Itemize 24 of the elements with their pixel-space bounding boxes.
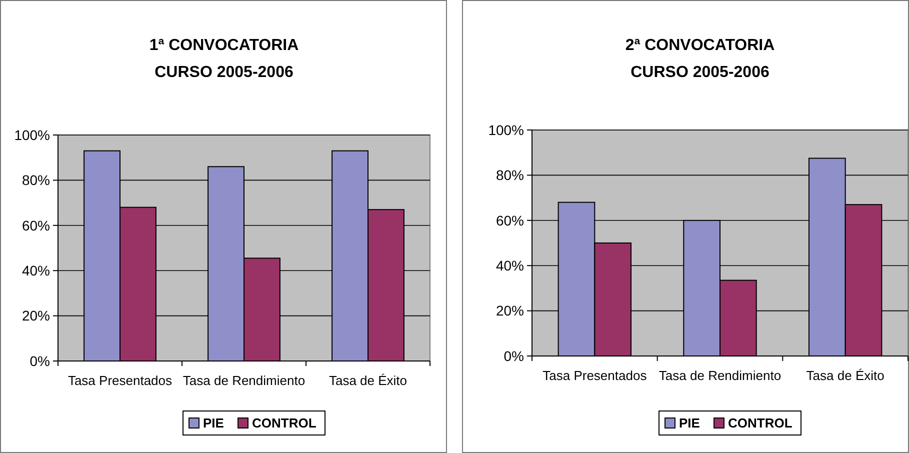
legend-label: PIE xyxy=(203,416,224,431)
x-tick-label: Tasa de Rendimiento xyxy=(182,373,306,388)
chart-title: 2ª CONVOCATORIA CURSO 2005-2006 xyxy=(625,37,776,81)
y-tick-label: 80% xyxy=(22,172,50,188)
legend-label: CONTROL xyxy=(728,416,792,431)
legend-label: PIE xyxy=(679,416,700,431)
y-tick-label: 80% xyxy=(496,167,524,184)
y-tick-label: 60% xyxy=(22,217,50,234)
x-tick-label: Tasa de Éxito xyxy=(806,368,884,383)
y-tick-label: 40% xyxy=(496,258,524,274)
x-tick-label: Tasa Presentados xyxy=(68,373,173,388)
y-tick-label: 40% xyxy=(22,262,50,278)
y-tick-label: 20% xyxy=(22,308,50,324)
x-tick-label: Tasa de Rendimiento xyxy=(658,368,782,383)
y-tick-label: 100% xyxy=(488,122,524,138)
x-tick-label: Tasa Presentados xyxy=(542,368,648,383)
y-tick-label: 0% xyxy=(504,348,524,364)
y-tick-label: 100% xyxy=(14,126,50,143)
y-tick-label: 0% xyxy=(30,352,50,369)
y-tick-label: 20% xyxy=(496,302,524,319)
x-tick-label: Tasa de Éxito xyxy=(328,373,408,388)
y-tick-label: 60% xyxy=(496,212,524,228)
legend-label: CONTROL xyxy=(252,416,316,431)
chart-title: 1ª CONVOCATORIA CURSO 2005-2006 xyxy=(149,37,300,81)
